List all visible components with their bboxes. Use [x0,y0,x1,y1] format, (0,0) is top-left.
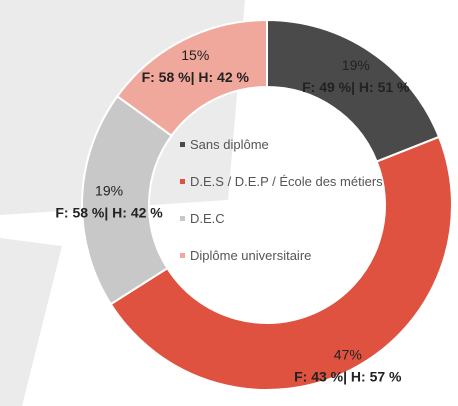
legend-swatch [180,179,185,184]
legend-swatch [180,142,185,147]
value-label: 47% [334,346,362,362]
legend: Sans diplôme D.E.S / D.E.P / École des mé… [180,136,390,284]
legend-swatch [180,216,185,221]
legend-item: D.E.C [180,210,390,227]
slice-annotation: F: 58 %| H: 42 % [142,69,250,85]
slice-annotation: F: 58 %| H: 42 % [55,205,163,221]
legend-label: Sans diplôme [190,137,269,152]
legend-swatch [180,253,185,258]
legend-label: D.E.S / D.E.P / École des métiers [190,174,383,189]
legend-item: D.E.S / D.E.P / École des métiers [180,173,390,190]
slice-annotation: F: 49 %| H: 51 % [302,79,410,95]
legend-item: Sans diplôme [180,136,390,153]
background-shape [0,238,62,406]
legend-label: D.E.C [190,211,225,226]
donut-slice [115,18,268,138]
legend-label: Diplôme universitaire [190,248,312,263]
value-label: 19% [342,57,370,73]
value-label: 19% [95,183,123,199]
slice-annotation: F: 43 %| H: 57 % [294,368,402,384]
value-label: 15% [181,47,209,63]
legend-item: Diplôme universitaire [180,247,390,264]
donut-slice [109,135,453,391]
